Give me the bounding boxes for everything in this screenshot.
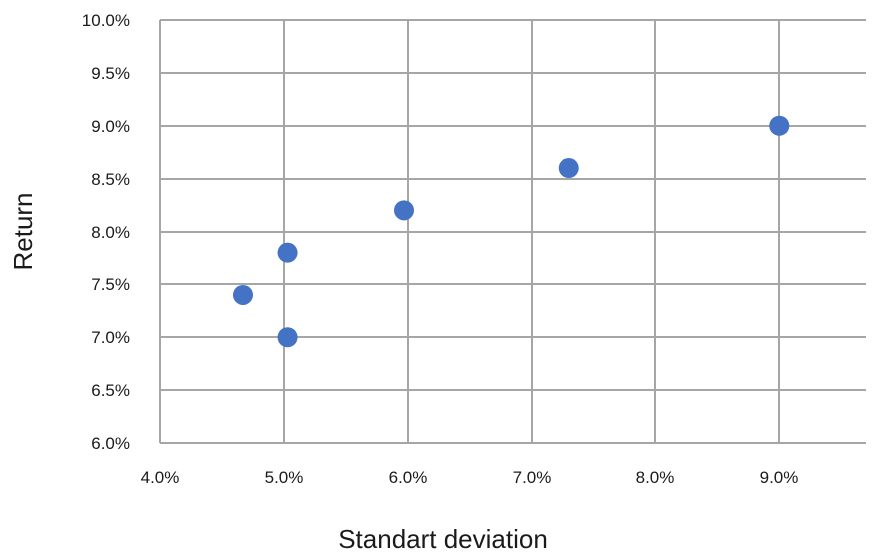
scatter-point	[394, 200, 415, 221]
y-tick-label: 6.0%	[91, 434, 130, 453]
y-tick-label: 6.5%	[91, 381, 130, 400]
scatter-point	[277, 242, 298, 263]
y-tick-label: 7.5%	[91, 275, 130, 294]
y-tick-label: 9.5%	[91, 64, 130, 83]
scatter-point	[277, 327, 298, 348]
y-tick-label: 10.0%	[82, 11, 130, 30]
x-tick-label: 5.0%	[265, 468, 304, 487]
x-tick-label: 8.0%	[636, 468, 675, 487]
x-tick-label: 4.0%	[141, 468, 180, 487]
grid-lines	[159, 19, 866, 444]
y-tick-label: 8.0%	[91, 223, 130, 242]
y-tick-label: 7.0%	[91, 328, 130, 347]
scatter-point	[769, 115, 790, 136]
x-tick-label: 9.0%	[760, 468, 799, 487]
x-axis-tick-labels: 4.0% 5.0% 6.0% 7.0% 8.0% 9.0%	[141, 468, 799, 487]
y-tick-label: 8.5%	[91, 170, 130, 189]
y-axis-tick-labels: 6.0% 6.5% 7.0% 7.5% 8.0% 8.5% 9.0% 9.5% 10.0%	[82, 11, 130, 453]
data-points	[232, 115, 790, 348]
y-tick-label: 9.0%	[91, 117, 130, 136]
x-axis-title: Standart deviation	[338, 524, 548, 554]
y-axis-title: Return	[8, 192, 38, 270]
x-tick-label: 7.0%	[513, 468, 552, 487]
x-tick-label: 6.0%	[389, 468, 428, 487]
scatter-point	[558, 158, 579, 179]
scatter-point	[232, 284, 253, 305]
